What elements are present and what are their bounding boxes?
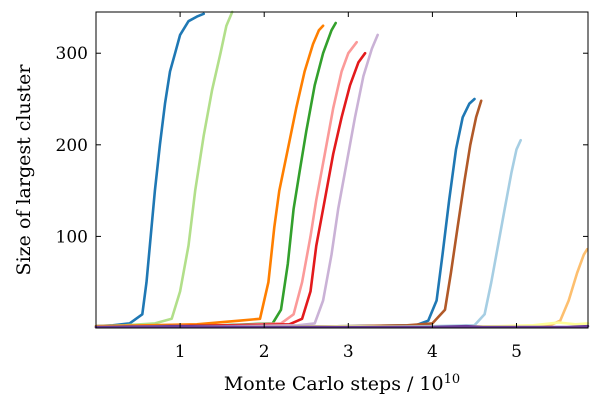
y-axis: 100 200 300 — [56, 44, 588, 247]
x-tick-label: 3 — [343, 342, 354, 362]
x-tick-label: 5 — [511, 342, 522, 362]
y-tick-label: 100 — [56, 227, 88, 247]
x-axis-label: Monte Carlo steps / 1010 — [224, 372, 460, 395]
plot-lines — [94, 10, 590, 329]
x-tick-label: 1 — [175, 342, 186, 362]
series-line-3 — [94, 24, 325, 328]
x-axis-label-base: Monte Carlo steps / 10 — [224, 373, 444, 395]
series-line-7 — [94, 33, 379, 329]
y-tick-label: 200 — [56, 136, 88, 156]
x-axis: 1 2 3 4 5 — [175, 12, 522, 362]
series-line-11 — [94, 247, 589, 329]
series-line-1 — [94, 12, 205, 328]
y-axis-label: Size of largest cluster — [13, 64, 35, 276]
series-line-5 — [94, 40, 358, 329]
plot-frame — [95, 11, 589, 329]
series-line-13 — [94, 324, 590, 329]
series-line-2 — [94, 10, 234, 328]
y-tick-label: 300 — [56, 44, 88, 64]
x-tick-label: 2 — [259, 342, 270, 362]
x-axis-label-exponent: 10 — [444, 372, 461, 387]
x-tick-label: 4 — [427, 342, 438, 362]
